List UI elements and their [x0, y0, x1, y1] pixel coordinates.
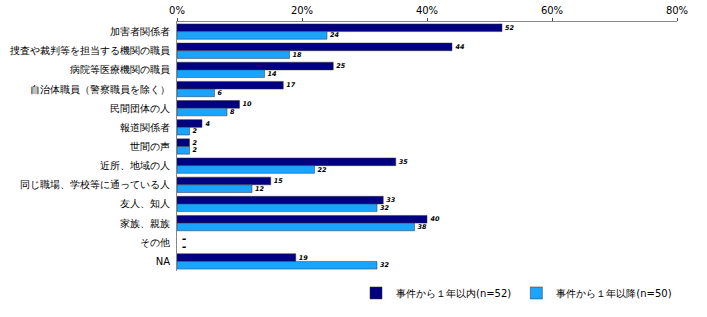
svg-text:52: 52 [505, 24, 515, 32]
svg-text:-: - [182, 232, 187, 245]
svg-text:22: 22 [318, 166, 328, 174]
svg-text:32: 32 [380, 261, 390, 269]
svg-text:25: 25 [336, 62, 346, 70]
svg-text:18: 18 [293, 51, 303, 59]
svg-text:-: - [182, 240, 187, 253]
svg-text:12: 12 [255, 185, 265, 193]
svg-text:35: 35 [399, 158, 409, 166]
svg-text:民間団体の人: 民間団体の人 [110, 103, 170, 114]
svg-text:10: 10 [243, 100, 253, 108]
svg-text:病院等医療機関の職員: 病院等医療機関の職員 [70, 64, 170, 75]
svg-text:2: 2 [192, 146, 197, 154]
svg-text:NA: NA [156, 256, 170, 267]
svg-text:15: 15 [274, 177, 284, 185]
svg-text:60%: 60% [541, 5, 563, 16]
svg-text:80%: 80% [666, 5, 688, 16]
svg-text:報道関係者: 報道関係者 [120, 122, 170, 133]
svg-text:6: 6 [217, 89, 222, 97]
svg-text:32: 32 [380, 204, 390, 212]
svg-text:20%: 20% [291, 5, 313, 16]
svg-text:24: 24 [330, 31, 340, 39]
svg-text:0%: 0% [169, 5, 185, 16]
svg-text:40: 40 [431, 215, 441, 223]
svg-text:38: 38 [418, 223, 428, 231]
svg-text:2: 2 [192, 139, 197, 147]
svg-text:33: 33 [386, 196, 396, 204]
svg-text:事件から１年以内(n=52): 事件から１年以内(n=52) [396, 288, 511, 299]
svg-text:自治体職員（警察職員を除く）: 自治体職員（警察職員を除く） [30, 84, 170, 95]
svg-text:同じ職場、学校等に通っている人: 同じ職場、学校等に通っている人 [20, 179, 170, 190]
svg-text:4: 4 [206, 120, 211, 128]
svg-text:44: 44 [456, 43, 466, 51]
svg-text:40%: 40% [416, 5, 438, 16]
svg-text:友人、知人: 友人、知人 [120, 198, 170, 209]
svg-text:8: 8 [230, 108, 235, 116]
svg-text:加害者関係者: 加害者関係者 [110, 26, 170, 37]
svg-text:家族、親族: 家族、親族 [120, 218, 170, 229]
svg-text:世間の声: 世間の声 [130, 141, 170, 152]
svg-text:事件から１年以降(n=50): 事件から１年以降(n=50) [556, 288, 671, 299]
svg-text:捜査や裁判等を担当する機関の職員: 捜査や裁判等を担当する機関の職員 [10, 45, 170, 56]
svg-text:近所、地域の人: 近所、地域の人 [100, 160, 170, 171]
svg-text:14: 14 [268, 70, 278, 78]
svg-text:2: 2 [192, 127, 197, 135]
svg-text:17: 17 [286, 81, 296, 89]
svg-text:19: 19 [299, 254, 309, 262]
svg-text:その他: その他 [140, 237, 170, 248]
